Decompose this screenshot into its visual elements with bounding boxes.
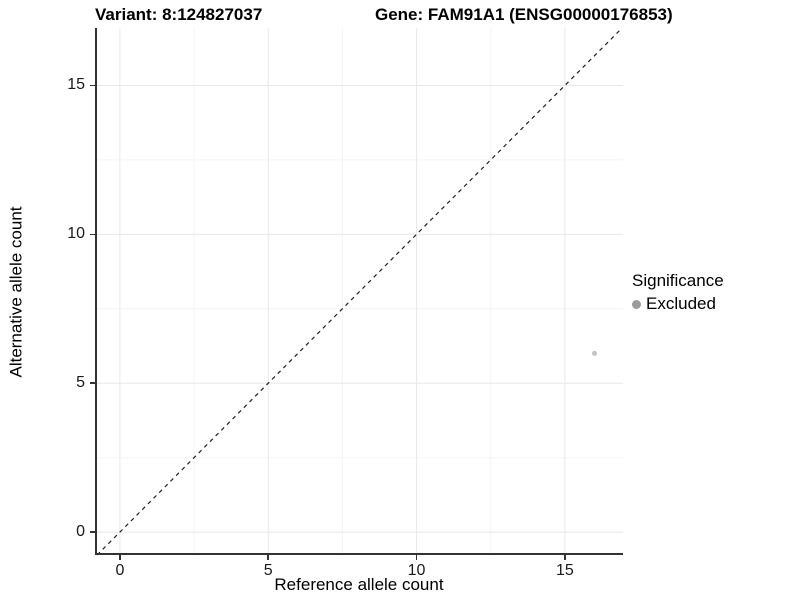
y-tick-label: 0 <box>76 523 85 541</box>
x-tick-mark <box>267 555 269 560</box>
y-tick-label: 10 <box>67 225 85 243</box>
y-tick-label: 5 <box>76 374 85 392</box>
gene-title: Gene: FAM91A1 (ENSG00000176853) <box>375 5 673 24</box>
y-axis-title: Alternative allele count <box>7 205 27 378</box>
data-point <box>592 350 598 356</box>
legend: Significance Excluded <box>632 271 724 314</box>
x-tick-label: 5 <box>263 562 273 579</box>
y-tick-label: 15 <box>67 76 85 94</box>
x-tick-label: 10 <box>407 562 426 579</box>
legend-title: Significance <box>632 271 724 290</box>
y-tick-mark <box>90 382 95 384</box>
y-tick-mark <box>90 233 95 236</box>
variant-title: Variant: 8:124827037 <box>95 5 263 24</box>
legend-item-excluded: Excluded <box>632 294 724 314</box>
x-axis-title: Reference allele count <box>274 575 444 594</box>
legend-item-label: Excluded <box>646 294 716 313</box>
x-tick-mark <box>564 555 566 560</box>
x-tick-label: 15 <box>555 562 574 579</box>
y-axis-title-box: Alternative allele count <box>0 28 34 555</box>
plot-canvas <box>95 27 623 556</box>
identity-dashed-line <box>96 27 623 556</box>
y-tick-mark <box>90 84 95 87</box>
x-tick-mark <box>119 555 121 560</box>
plot-panel <box>95 27 623 556</box>
legend-point-icon <box>632 299 641 309</box>
y-tick-mark <box>90 531 95 533</box>
x-tick-label: 0 <box>115 562 125 579</box>
x-tick-mark <box>415 555 418 560</box>
